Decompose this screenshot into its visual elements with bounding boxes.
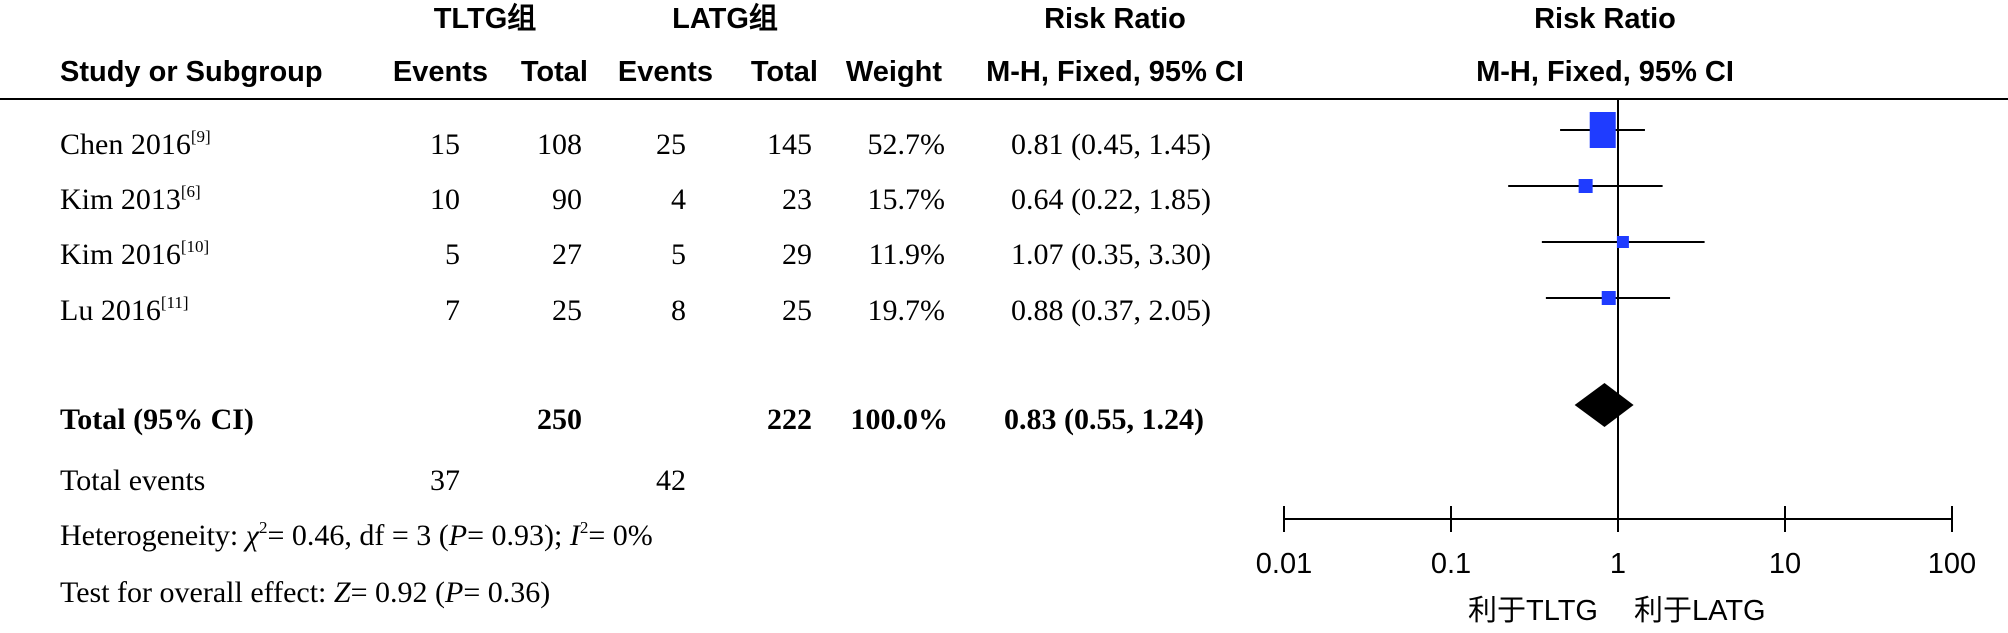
study-weight: 15.7% [867, 183, 946, 216]
study-total2: 23 [782, 183, 812, 216]
overall-prefix: Test for overall effect: [60, 576, 334, 609]
chi-symbol: χ [245, 519, 259, 552]
study-total1: 90 [552, 183, 582, 216]
study-events1: 5 [445, 238, 460, 271]
overall-p-rest: = 0.36) [463, 576, 551, 609]
study-reference: [6] [180, 182, 201, 201]
col-header-events1: Events [392, 56, 488, 88]
study-reference: [9] [190, 127, 211, 146]
x-axis-tick-label: 100 [1928, 548, 1976, 580]
x-axis-tick-label: 1 [1610, 548, 1626, 580]
total-events2: 42 [656, 464, 686, 497]
study-name: Kim 2013[6] [60, 182, 201, 216]
col-header-events2: Events [617, 56, 713, 88]
x-axis-tick-label: 0.01 [1256, 548, 1312, 580]
favours-right-label: 利于LATG [1634, 595, 1766, 627]
col-header-total1: Total [520, 56, 588, 88]
study-ci: 0.64 (0.22, 1.85) [1011, 183, 1211, 216]
study-effect-square [1589, 112, 1616, 148]
pooled-effect-diamond [1574, 383, 1634, 427]
col-header-weight: Weight [845, 56, 942, 88]
study-events1: 7 [445, 294, 460, 327]
study-total2: 29 [782, 238, 812, 271]
study-name: Chen 2016[9] [60, 127, 211, 161]
study-total2: 145 [767, 128, 812, 161]
study-effect-square [1616, 236, 1629, 248]
group2-header: LATG组 [672, 3, 778, 35]
p-symbol: P [448, 519, 468, 552]
study-name-text: Kim 2013 [60, 183, 181, 216]
col-header-method: M-H, Fixed, 95% CI [986, 56, 1244, 88]
total-events1: 37 [430, 464, 460, 497]
study-events2: 5 [671, 238, 686, 271]
z-rest: = 0.92 ( [350, 576, 445, 609]
col-header-study: Study or Subgroup [60, 56, 323, 88]
rr-column-title: Risk Ratio [1044, 3, 1186, 35]
z-symbol: Z [333, 576, 351, 609]
overall-effect-text: Test for overall effect: Z= 0.92 (P= 0.3… [60, 578, 550, 608]
plot-title: Risk Ratio [1534, 3, 1676, 35]
heterogeneity-text: Heterogeneity: χ2= 0.46, df = 3 (P= 0.93… [60, 518, 653, 552]
heterogeneity-prefix: Heterogeneity: [60, 519, 246, 552]
x-axis-tick-label: 0.1 [1431, 548, 1471, 580]
study-events2: 4 [671, 183, 686, 216]
total-label: Total (95% CI) [60, 403, 254, 436]
study-ci: 0.81 (0.45, 1.45) [1011, 128, 1211, 161]
i-exponent: 2 [579, 518, 589, 537]
favours-left-label: 利于TLTG [1468, 595, 1598, 627]
study-total1: 27 [552, 238, 582, 271]
total-ci: 0.83 (0.55, 1.24) [1004, 403, 1204, 436]
study-events2: 8 [671, 294, 686, 327]
i-symbol: I [569, 519, 580, 552]
chi-exponent: 2 [258, 518, 268, 537]
group1-header: TLTG组 [433, 3, 537, 35]
study-ci: 0.88 (0.37, 2.05) [1011, 294, 1211, 327]
study-weight: 52.7% [867, 128, 946, 161]
study-name-text: Chen 2016 [60, 128, 191, 161]
study-effect-square [1578, 179, 1593, 193]
overall-p-symbol: P [445, 576, 464, 609]
study-reference: [11] [160, 293, 189, 312]
total-total1: 250 [537, 403, 582, 436]
total-total2: 222 [767, 403, 812, 436]
study-ci: 1.07 (0.35, 3.30) [1011, 238, 1211, 271]
study-total1: 108 [537, 128, 582, 161]
study-name: Kim 2016[10] [60, 237, 210, 271]
col-header-total2: Total [750, 56, 818, 88]
study-name: Lu 2016[11] [60, 293, 189, 327]
study-reference: [10] [180, 237, 210, 256]
study-total2: 25 [782, 294, 812, 327]
chi-rest: = 0.46, df = 3 ( [267, 519, 449, 552]
study-events2: 25 [656, 128, 686, 161]
study-events1: 10 [430, 183, 460, 216]
p-rest: = 0.93); [467, 519, 570, 552]
total-weight: 100.0% [850, 403, 949, 436]
study-weight: 11.9% [868, 238, 945, 271]
study-effect-square [1601, 291, 1616, 305]
study-events1: 15 [430, 128, 460, 161]
study-name-text: Lu 2016 [60, 294, 161, 327]
i-rest: = 0% [588, 519, 653, 552]
x-axis-tick-label: 10 [1769, 548, 1801, 580]
study-weight: 19.7% [867, 294, 946, 327]
total-events-label: Total events [60, 464, 206, 497]
plot-method-header: M-H, Fixed, 95% CI [1476, 56, 1734, 88]
study-total1: 25 [552, 294, 582, 327]
study-name-text: Kim 2016 [60, 238, 181, 271]
